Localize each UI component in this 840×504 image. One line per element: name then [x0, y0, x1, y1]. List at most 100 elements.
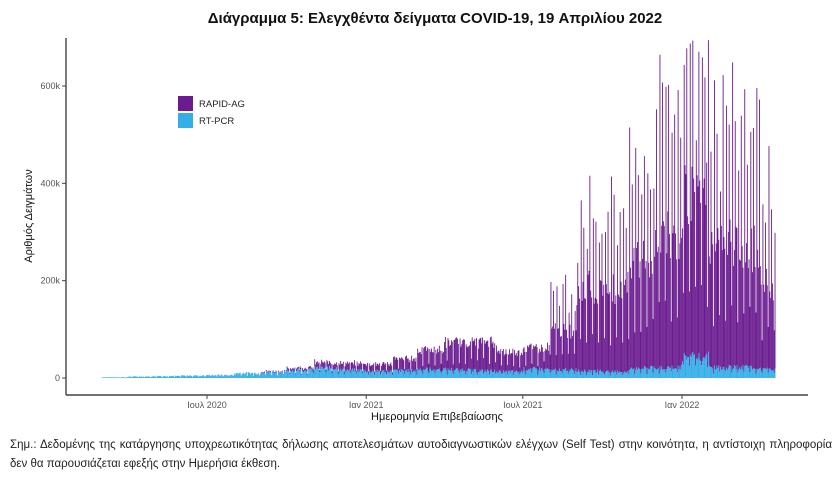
rapid-ag-bar: [308, 366, 310, 370]
rapid-ag-bar: [697, 186, 699, 358]
rapid-ag-bar: [396, 357, 398, 370]
rt-pcr-bar: [463, 370, 465, 378]
rt-pcr-bar: [282, 371, 284, 378]
rapid-ag-bar: [498, 350, 500, 371]
rapid-ag-bar: [347, 361, 349, 370]
rapid-ag-bar: [478, 339, 480, 372]
rt-pcr-bar: [696, 359, 698, 378]
rapid-ag-bar: [670, 321, 672, 372]
rt-pcr-bar: [738, 369, 740, 378]
rt-pcr-bar: [542, 370, 544, 378]
rapid-ag-bar: [331, 371, 333, 374]
rapid-ag-bar: [464, 364, 466, 375]
rt-pcr-bar: [239, 372, 241, 378]
rapid-ag-bar: [274, 372, 276, 374]
rapid-ag-bar: [585, 342, 587, 376]
rapid-ag-bar: [753, 225, 755, 369]
rt-pcr-bar: [718, 365, 720, 378]
rapid-ag-bar: [367, 371, 369, 375]
rapid-ag-bar: [769, 291, 771, 369]
rt-pcr-bar: [352, 368, 354, 378]
rt-pcr-bar: [331, 373, 333, 378]
rapid-ag-bar: [481, 343, 483, 370]
rapid-ag-bar: [314, 359, 316, 366]
rt-pcr-bar: [540, 368, 542, 378]
rt-pcr-bar: [382, 370, 384, 378]
rt-pcr-bar: [642, 368, 644, 378]
rt-pcr-bar: [407, 368, 409, 378]
rapid-ag-bar: [412, 360, 413, 373]
rapid-ag-bar: [607, 211, 609, 371]
rapid-ag-bar: [416, 369, 418, 375]
rt-pcr-bar: [467, 368, 469, 378]
rapid-ag-bar: [773, 330, 775, 373]
rt-pcr-bar: [515, 370, 517, 378]
rt-pcr-bar: [198, 376, 200, 378]
rapid-ag-bar: [604, 232, 606, 373]
rt-pcr-bar: [413, 370, 415, 378]
rt-pcr-bar: [617, 370, 619, 378]
rt-pcr-bar: [401, 369, 403, 378]
rapid-ag-bar: [566, 337, 568, 371]
rt-pcr-bar: [364, 369, 366, 378]
rt-pcr-bar: [104, 377, 106, 378]
rt-pcr-bar: [553, 369, 555, 378]
rapid-ag-bar: [411, 355, 413, 370]
rt-pcr-bar: [436, 370, 438, 378]
rapid-ag-bar: [690, 220, 692, 358]
rt-pcr-bar: [196, 375, 198, 378]
rapid-ag-bar: [751, 228, 753, 367]
rapid-ag-bar: [736, 228, 738, 365]
rt-pcr-bar: [243, 372, 245, 378]
rt-pcr-bar: [689, 354, 691, 378]
rt-pcr-bar: [637, 367, 639, 378]
rapid-ag-bar: [694, 192, 696, 355]
rt-pcr-bar: [369, 371, 371, 378]
rt-pcr-bar: [723, 366, 725, 378]
rapid-ag-bar: [309, 366, 310, 369]
rapid-ag-bar: [279, 371, 281, 373]
rt-pcr-bar: [229, 375, 231, 378]
rt-pcr-bar: [218, 374, 220, 378]
rt-pcr-bar: [561, 372, 563, 378]
rt-pcr-bar: [676, 372, 678, 378]
rt-pcr-bar: [378, 371, 380, 378]
rt-pcr-bar: [682, 361, 683, 378]
rapid-ag-bar: [418, 352, 420, 370]
rt-pcr-bar: [683, 352, 685, 378]
rapid-ag-bar: [417, 348, 419, 369]
rapid-ag-bar: [296, 368, 298, 372]
y-tick-label: 200k: [40, 276, 60, 286]
rt-pcr-bar: [753, 368, 755, 378]
rapid-ag-bar: [723, 237, 725, 367]
rt-pcr-bar: [150, 376, 152, 378]
rapid-ag-bar: [480, 337, 482, 372]
rt-pcr-bar: [476, 372, 477, 378]
rapid-ag-bar: [415, 357, 417, 370]
rapid-ag-bar: [290, 368, 291, 371]
rapid-ag-bar: [330, 363, 332, 369]
rt-pcr-bar: [425, 369, 426, 378]
rapid-ag-bar: [497, 350, 499, 373]
rapid-ag-bar: [634, 332, 636, 375]
rt-pcr-bar: [579, 375, 581, 378]
chart-svg: 0 200k 400k 600k Ιουλ 2020 Ιαν 2021 Ιουλ 2021…: [23, 38, 808, 423]
rt-pcr-bar: [587, 371, 589, 378]
rapid-ag-bar: [687, 216, 689, 358]
rt-pcr-bar: [322, 366, 323, 378]
rt-pcr-bar: [344, 371, 346, 378]
rapid-ag-bar: [653, 188, 655, 367]
rt-pcr-bar: [146, 376, 148, 378]
chart-title: Διάγραμμα 5: Ελεγχθέντα δείγματα COVID-1…: [207, 10, 663, 27]
rt-pcr-bar: [397, 370, 399, 378]
rt-pcr-bar: [742, 364, 744, 378]
rapid-ag-bar: [466, 346, 468, 372]
rt-pcr-bar: [691, 353, 693, 378]
rapid-ag-bar: [557, 328, 559, 372]
rt-pcr-bar: [493, 372, 495, 378]
rt-pcr-bar: [645, 367, 647, 378]
rapid-ag-bar: [637, 175, 639, 368]
rapid-ag-bar: [328, 363, 330, 371]
rapid-ag-bar: [618, 296, 620, 372]
rt-pcr-bar: [548, 369, 550, 378]
